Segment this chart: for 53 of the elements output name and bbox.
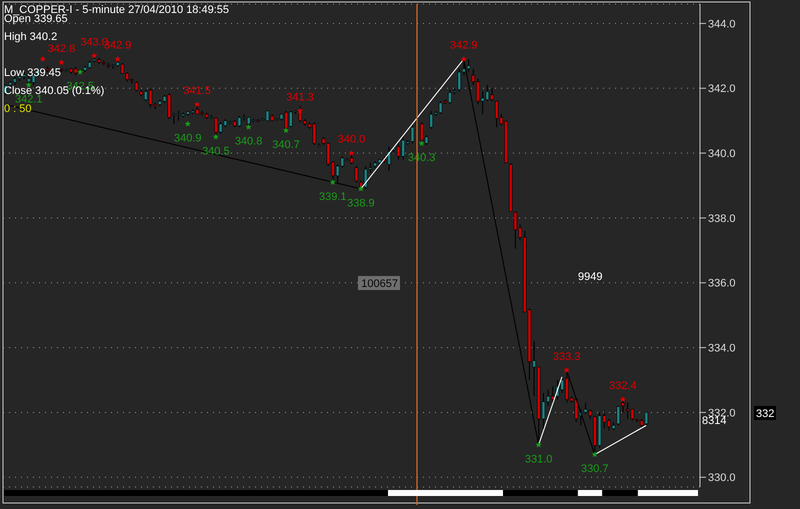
data-label: 332.4 — [609, 380, 637, 392]
point — [330, 179, 336, 185]
text: 8314 — [702, 415, 726, 427]
data-label: 340.9 — [174, 132, 202, 144]
data-label: 340.0 — [338, 134, 366, 146]
point — [40, 56, 46, 62]
point — [114, 56, 121, 62]
data-label: 342.9 — [450, 40, 478, 52]
point — [282, 127, 290, 134]
data-label: 340.8 — [234, 136, 262, 148]
candlestick — [354, 166, 358, 183]
data-label: 330.7 — [580, 463, 609, 476]
point — [348, 150, 355, 156]
data-label: 341.3 — [286, 91, 314, 104]
point — [246, 124, 252, 130]
point — [58, 59, 65, 65]
chart-title: M_COPPER-I - 5-minute 27/04/2010 18:49:55 — [4, 4, 230, 16]
y-tick-label: 340.0 — [708, 148, 736, 160]
y-tick-label: 342.0 — [708, 83, 736, 96]
data-label: 341.5 — [183, 84, 211, 97]
y-tick-label: 334.0 — [708, 342, 736, 355]
point — [592, 451, 598, 458]
y-tick-label: 330.0 — [708, 472, 736, 484]
data-label: 339.1 — [319, 190, 347, 203]
text: 332 — [756, 408, 774, 420]
data-label: 333.3 — [552, 350, 580, 363]
point — [460, 56, 467, 62]
annotation: 100657 — [361, 278, 398, 290]
point — [620, 396, 626, 402]
y-tick-label: 336.0 — [708, 278, 736, 290]
y-tick-label: 338.0 — [708, 212, 736, 225]
data-label: 340.5 — [202, 145, 230, 158]
annotation: High 340.2 — [4, 31, 58, 43]
data-label: 340.7 — [272, 138, 300, 151]
point — [194, 101, 200, 108]
candlestick — [134, 80, 138, 92]
y-tick-label: 344.0 — [708, 18, 736, 30]
annotation: Low 339.45 — [4, 67, 61, 79]
point — [184, 120, 191, 127]
annotation: 9949 — [578, 271, 602, 283]
point — [297, 108, 304, 114]
point — [212, 134, 219, 140]
point — [358, 186, 364, 192]
data-label: 342.8 — [48, 42, 76, 55]
point — [536, 442, 542, 448]
point — [91, 52, 98, 58]
annotation: 0 : 50 — [4, 103, 32, 115]
data-label: 338.9 — [347, 197, 375, 210]
annotation: Open 339.65 — [4, 13, 68, 25]
point — [418, 140, 425, 146]
data-label: 331.0 — [524, 453, 552, 466]
point — [564, 367, 570, 373]
candlestick — [616, 405, 620, 426]
